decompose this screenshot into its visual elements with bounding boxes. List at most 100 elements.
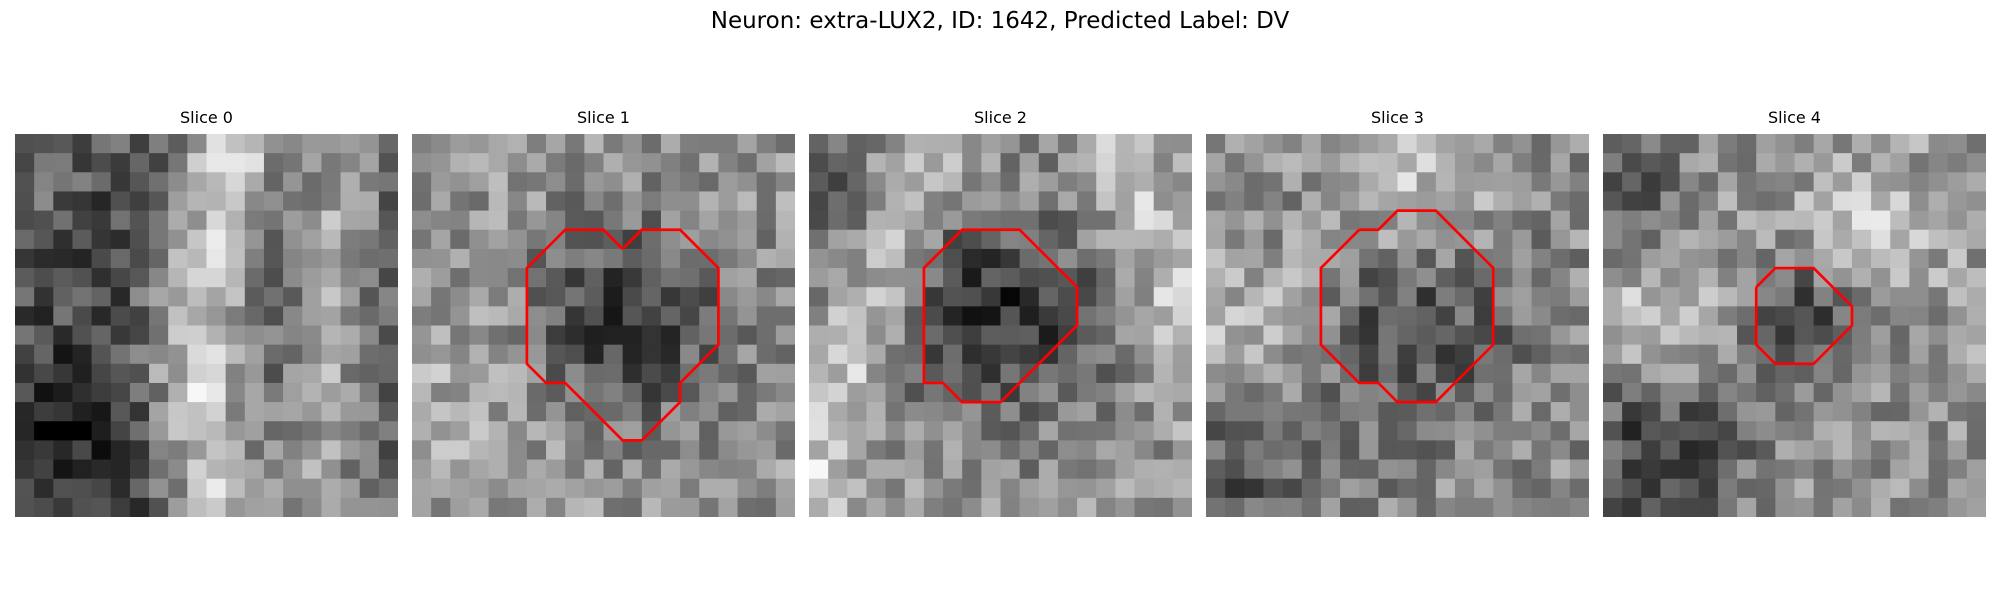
- image-pixel: [206, 210, 227, 231]
- image-pixel: [321, 248, 341, 269]
- image-pixel: [775, 134, 795, 154]
- image-pixel: [565, 344, 585, 365]
- image-pixel: [1775, 210, 1795, 231]
- image-pixel: [53, 268, 73, 288]
- image-pixel: [1851, 248, 1872, 269]
- image-pixel: [1206, 172, 1226, 192]
- image-pixel: [1172, 382, 1192, 403]
- image-pixel: [775, 268, 795, 288]
- image-pixel: [1340, 306, 1360, 326]
- image-pixel: [1531, 344, 1552, 365]
- image-pixel: [962, 382, 982, 403]
- image-pixel: [1019, 172, 1040, 192]
- image-pixel: [34, 306, 54, 326]
- image-pixel: [1320, 363, 1341, 384]
- image-pixel: [1077, 268, 1097, 288]
- image-pixel: [1263, 268, 1283, 288]
- image-pixel: [469, 172, 489, 192]
- image-pixel: [1512, 172, 1532, 192]
- image-pixel: [283, 268, 303, 288]
- image-pixel: [641, 210, 662, 231]
- image-pixel: [1244, 268, 1264, 288]
- image-pixel: [1000, 210, 1021, 231]
- image-pixel: [1206, 402, 1226, 422]
- image-pixel: [1359, 153, 1379, 173]
- image-pixel: [1000, 325, 1021, 346]
- image-pixel: [263, 134, 284, 154]
- image-pixel: [1134, 478, 1155, 499]
- image-pixel: [1871, 287, 1891, 307]
- image-pixel: [1000, 153, 1021, 173]
- image-pixel: [756, 210, 777, 231]
- image-pixel: [1057, 344, 1078, 365]
- image-pixel: [1698, 210, 1719, 231]
- image-pixel: [809, 306, 829, 326]
- image-pixel: [1000, 172, 1021, 192]
- image-pixel: [507, 440, 528, 460]
- image-pixel: [866, 459, 886, 480]
- image-pixel: [1172, 344, 1192, 365]
- image-pixel: [962, 306, 982, 326]
- image-pixel: [53, 344, 73, 365]
- image-pixel: [1890, 459, 1910, 480]
- image-pixel: [283, 421, 303, 441]
- image-pixel: [1340, 459, 1360, 480]
- image-pixel: [1263, 287, 1283, 307]
- image-pixel: [1928, 478, 1949, 499]
- image-pixel: [847, 382, 867, 403]
- image-pixel: [129, 402, 150, 422]
- image-pixel: [1794, 229, 1815, 250]
- image-pixel: [1928, 421, 1949, 441]
- image-pixel: [1077, 172, 1097, 192]
- image-pixel: [1096, 287, 1116, 307]
- image-pixel: [885, 153, 906, 173]
- image-pixel: [699, 325, 719, 346]
- image-pixel: [149, 191, 169, 211]
- image-pixel: [1263, 382, 1283, 403]
- image-pixel: [565, 421, 585, 441]
- image-pixel: [1832, 459, 1853, 480]
- slice-title-4: Slice 4: [1768, 108, 1821, 127]
- image-pixel: [1282, 287, 1303, 307]
- image-pixel: [1359, 191, 1379, 211]
- image-pixel: [1641, 382, 1661, 403]
- image-pixel: [1947, 382, 1968, 403]
- image-pixel: [1493, 325, 1513, 346]
- image-pixel: [680, 478, 700, 499]
- image-pixel: [1679, 344, 1700, 365]
- image-pixel: [359, 344, 380, 365]
- image-pixel: [110, 325, 131, 346]
- image-pixel: [1077, 402, 1097, 422]
- image-pixel: [1244, 459, 1264, 480]
- image-pixel: [904, 497, 925, 517]
- image-pixel: [1225, 382, 1245, 403]
- image-pixel: [1493, 440, 1513, 460]
- image-pixel: [828, 344, 848, 365]
- image-pixel: [469, 325, 489, 346]
- image-pixel: [1679, 134, 1700, 154]
- image-pixel: [1019, 153, 1040, 173]
- image-pixel: [1000, 421, 1021, 441]
- image-pixel: [1057, 134, 1078, 154]
- image-pixel: [526, 497, 547, 517]
- image-pixel: [225, 248, 246, 269]
- image-pixel: [699, 229, 719, 250]
- image-pixel: [72, 497, 92, 517]
- image-pixel: [469, 459, 489, 480]
- image-pixel: [1737, 268, 1757, 288]
- image-pixel: [962, 287, 982, 307]
- image-pixel: [828, 268, 848, 288]
- image-pixel: [129, 382, 150, 403]
- image-pixel: [1435, 325, 1456, 346]
- image-pixel: [72, 248, 92, 269]
- image-pixel: [962, 153, 982, 173]
- image-pixel: [1057, 459, 1078, 480]
- image-pixel: [1966, 478, 1986, 499]
- image-pixel: [1813, 229, 1834, 250]
- image-pixel: [923, 478, 944, 499]
- image-pixel: [340, 382, 361, 403]
- image-pixel: [1493, 248, 1513, 269]
- image-pixel: [283, 478, 303, 499]
- image-pixel: [584, 134, 604, 154]
- image-pixel: [1397, 134, 1418, 154]
